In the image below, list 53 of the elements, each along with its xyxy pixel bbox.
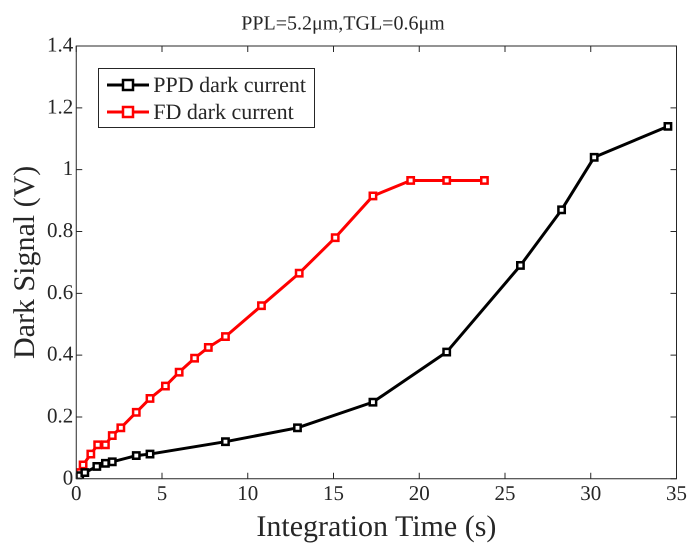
- point: [86, 450, 96, 458]
- point: [78, 460, 88, 470]
- point: [257, 301, 266, 310]
- point: [146, 394, 154, 403]
- x-tick-label: 35: [666, 480, 687, 505]
- point: [190, 354, 200, 363]
- y-tick-label: 0: [62, 465, 74, 490]
- point: [132, 451, 141, 460]
- y-tick-label: 0.2: [47, 403, 74, 428]
- x-tick-label: 10: [237, 480, 258, 505]
- point: [516, 261, 525, 270]
- point: [221, 437, 230, 446]
- x-tick-label: 20: [408, 480, 430, 505]
- point: [368, 192, 378, 200]
- point: [293, 423, 302, 432]
- x-tick-label: 30: [580, 480, 602, 505]
- y-tick-label: 1.4: [47, 32, 74, 57]
- point: [406, 176, 416, 185]
- point: [221, 332, 230, 342]
- y-tick-label: 1.2: [47, 94, 74, 118]
- point: [442, 176, 452, 185]
- point: [663, 122, 672, 131]
- y-tick-label: 0.4: [47, 342, 74, 366]
- point: [368, 398, 378, 407]
- point: [161, 382, 170, 390]
- point: [590, 152, 599, 162]
- point: [442, 348, 452, 356]
- chart-title: PPL=5.2μm,TGL=0.6μm: [241, 12, 446, 34]
- point: [146, 450, 154, 458]
- point: [80, 468, 90, 478]
- x-tick-label: 25: [494, 480, 516, 505]
- point: [557, 205, 566, 214]
- x-tick-label: 5: [156, 480, 168, 505]
- x-axis-title: Integration Time (s): [256, 510, 496, 543]
- y-axis-title: Dark Signal (V): [8, 166, 41, 360]
- point: [174, 368, 184, 377]
- y-tick-label: 1: [62, 156, 74, 180]
- point: [480, 176, 489, 185]
- point: [108, 431, 117, 440]
- point: [108, 457, 117, 466]
- legend-label: FD dark current: [153, 98, 294, 125]
- point: [116, 423, 126, 432]
- point: [92, 462, 102, 471]
- y-tick-label: 0.6: [47, 280, 74, 304]
- point: [100, 458, 110, 468]
- point: [204, 342, 213, 352]
- legend-label: PPD dark current: [153, 71, 306, 98]
- x-tick-label: 15: [323, 480, 344, 505]
- point: [294, 268, 304, 278]
- y-tick-label: 0.8: [47, 218, 74, 242]
- point: [330, 233, 340, 242]
- point: [132, 408, 141, 417]
- point: [100, 440, 110, 450]
